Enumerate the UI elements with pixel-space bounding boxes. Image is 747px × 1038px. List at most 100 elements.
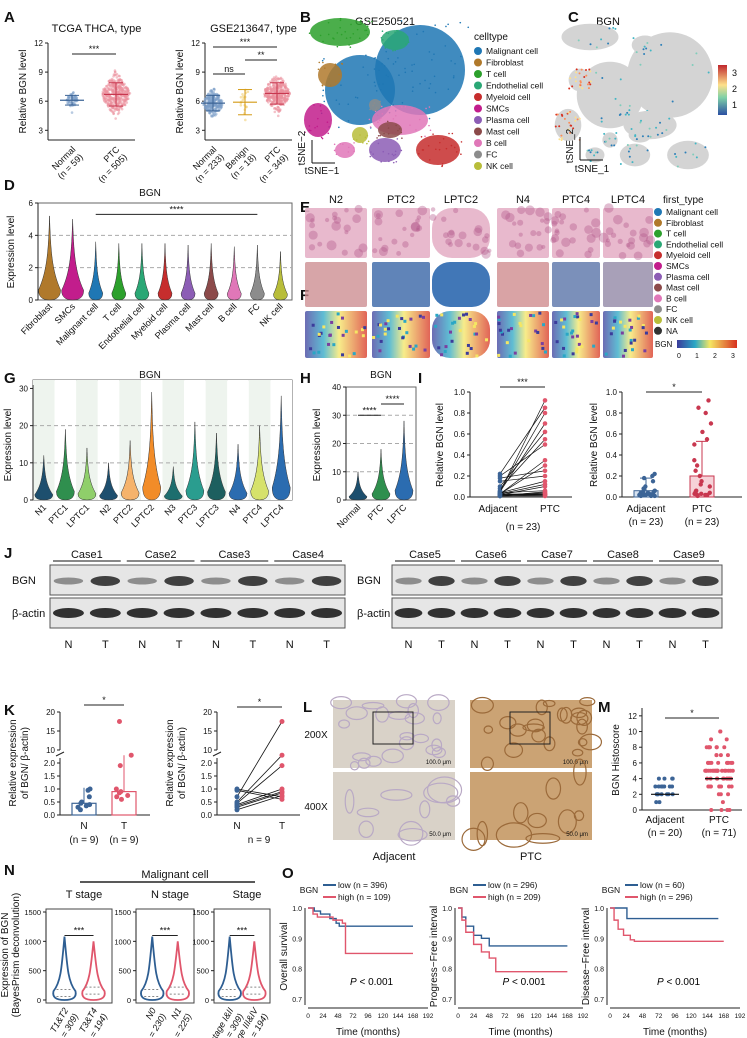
spot — [497, 315, 501, 319]
data-point — [126, 89, 130, 93]
legend-item: low (n = 396) — [338, 880, 388, 890]
colorbar-tick: 1 — [732, 100, 737, 110]
data-point — [670, 776, 675, 781]
tsne-point — [366, 134, 369, 137]
spot — [497, 322, 501, 326]
feature-point — [645, 47, 648, 50]
violin — [185, 421, 205, 501]
tissue-texture — [417, 205, 428, 216]
tsne-point — [321, 137, 324, 140]
ihc-structure — [358, 820, 374, 839]
feature-point — [571, 85, 574, 88]
x-axis-label: tSNE_1 — [575, 164, 610, 175]
data-point — [718, 753, 723, 758]
legend-swatch — [474, 116, 482, 124]
panel-label: G — [4, 370, 16, 387]
tissue-texture — [481, 249, 491, 259]
y-tick-label: 1.5 — [201, 772, 213, 781]
colorbar — [718, 65, 727, 115]
spot — [590, 320, 594, 324]
celltype-map — [372, 262, 430, 307]
colorbar-tick: 1 — [695, 353, 699, 360]
data-point — [87, 802, 93, 808]
data-point — [716, 760, 721, 765]
tsne-point — [392, 49, 394, 52]
feature-point — [649, 49, 652, 52]
feature-point — [610, 144, 613, 147]
tsne-point — [447, 23, 449, 26]
tissue-texture — [344, 208, 349, 213]
feature-point — [594, 151, 597, 154]
y-tick-label: 12 — [34, 39, 43, 48]
x-tick-label: 192 — [578, 1013, 589, 1020]
legend-title: BGN — [450, 885, 468, 895]
tsne-point — [380, 160, 382, 163]
tissue-texture — [378, 247, 388, 257]
spot — [609, 332, 613, 336]
ptc-point — [542, 436, 548, 442]
spot — [555, 340, 559, 344]
tsne-point — [364, 29, 366, 32]
tsne-cluster — [304, 103, 332, 137]
y-tick-label: 8 — [633, 743, 638, 752]
spot — [633, 338, 637, 342]
y-tick-label: 20 — [46, 708, 55, 717]
tsne-point — [371, 20, 373, 23]
tsne-point — [397, 129, 399, 132]
feature-point — [634, 134, 637, 137]
spot — [562, 354, 566, 358]
data-point — [119, 106, 123, 109]
ihc-image — [470, 700, 592, 768]
ihc-structure — [571, 748, 584, 757]
violin — [207, 433, 226, 501]
data-point — [724, 737, 729, 742]
spot — [465, 312, 469, 316]
feature-point — [614, 137, 617, 140]
ihc-structure — [576, 718, 588, 735]
y-tick-label: 0.8 — [292, 967, 302, 974]
y-tick-label: 20 — [332, 440, 341, 449]
ihc-structure — [423, 782, 459, 804]
tsne-point — [316, 125, 319, 128]
tsne-point — [441, 164, 444, 167]
spot — [629, 338, 633, 342]
feature-point — [577, 39, 580, 42]
y-tick-label: 0.5 — [201, 798, 213, 807]
violin — [164, 466, 183, 501]
bgn-band — [428, 576, 455, 586]
spot — [387, 327, 391, 331]
legend-swatch — [474, 47, 482, 55]
violin — [56, 429, 75, 501]
ihc-structure — [381, 748, 404, 764]
tissue-texture — [402, 226, 407, 231]
spot — [475, 332, 479, 336]
tsne-point — [392, 154, 395, 157]
legend-swatch — [474, 58, 482, 67]
column-band — [162, 380, 185, 500]
spot — [440, 313, 444, 317]
y-tick-label: 9 — [39, 68, 44, 77]
tissue-texture — [613, 214, 623, 225]
data-point — [105, 90, 109, 93]
x-tick-label: T — [121, 821, 127, 832]
y-tick-label: 12 — [628, 712, 637, 721]
tissue-texture — [639, 227, 649, 238]
ptc-point — [542, 478, 548, 484]
spot — [575, 312, 579, 316]
x-tick-label: 0 — [608, 1013, 612, 1020]
y-tick-label: 0.2 — [454, 472, 466, 481]
n-point — [234, 799, 240, 805]
legend-item: Endothelial cell — [666, 239, 723, 249]
ihc-structure — [483, 725, 494, 734]
tissue-texture — [541, 244, 546, 250]
spot — [575, 334, 579, 338]
sample-label: LPTC2 — [444, 194, 478, 206]
tsne-point — [372, 153, 374, 155]
y-tick-label: 10 — [203, 746, 212, 755]
tsne-point — [376, 137, 378, 139]
violin — [227, 246, 242, 301]
spot — [475, 354, 479, 358]
tissue-texture — [487, 248, 492, 253]
tsne-point — [379, 100, 381, 103]
data-point — [210, 114, 213, 117]
